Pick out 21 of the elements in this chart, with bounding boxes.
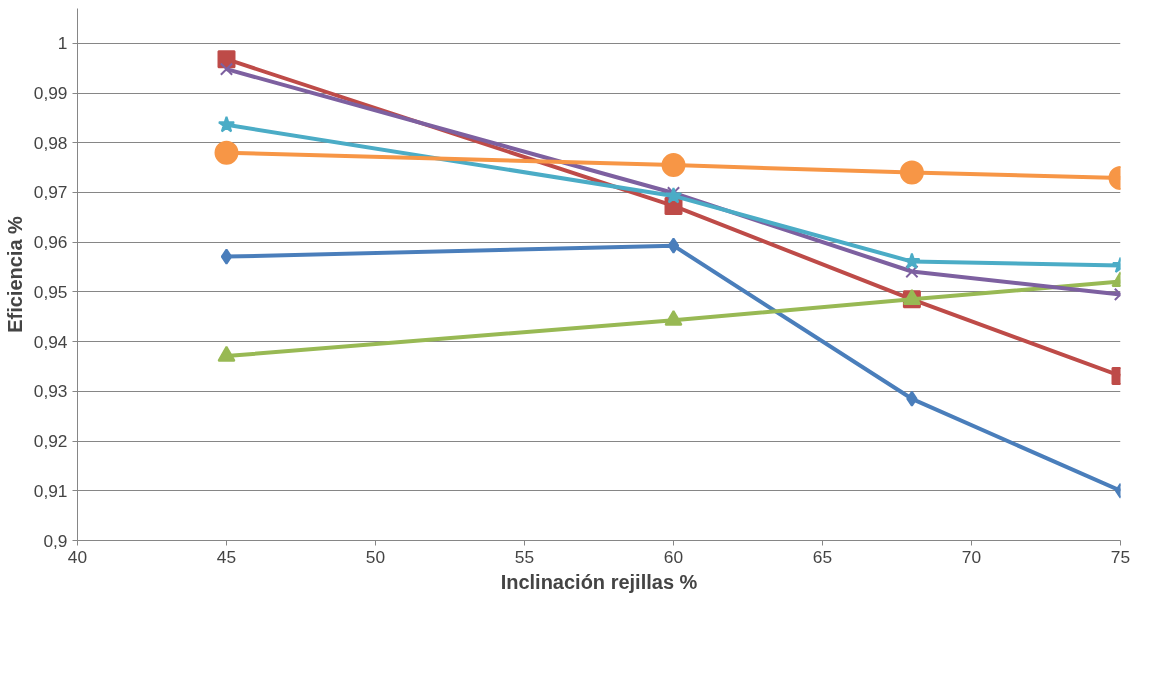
y-tick-label: 0,93 xyxy=(33,381,68,402)
x-tick-label: 60 xyxy=(663,546,684,567)
y-axis-title: Eficiencia % xyxy=(3,215,26,333)
y-tick-label: 0,91 xyxy=(33,480,68,501)
y-tick-label: 0,99 xyxy=(33,83,68,104)
x-tick-label: 45 xyxy=(216,546,237,567)
x-axis-title: Inclinación rejillas % xyxy=(500,570,698,593)
y-tick-label: 0,95 xyxy=(33,281,68,302)
y-tick-label: 0,94 xyxy=(33,331,68,352)
y-tick-label: 0,98 xyxy=(33,132,68,153)
y-tick-label: 1 xyxy=(57,33,68,54)
y-tick-label: 0,96 xyxy=(33,232,68,253)
y-tick-label: 0,9 xyxy=(43,530,68,551)
x-tick-label: 75 xyxy=(1110,546,1131,567)
x-tick-label: 65 xyxy=(812,546,833,567)
y-tick-label: 0,92 xyxy=(33,431,68,452)
x-tick-label: 50 xyxy=(365,546,386,567)
x-tick-label: 55 xyxy=(514,546,535,567)
x-tick-label: 70 xyxy=(961,546,982,567)
x-tick-label: 40 xyxy=(67,546,88,567)
y-tick-label: 0,97 xyxy=(33,182,68,203)
